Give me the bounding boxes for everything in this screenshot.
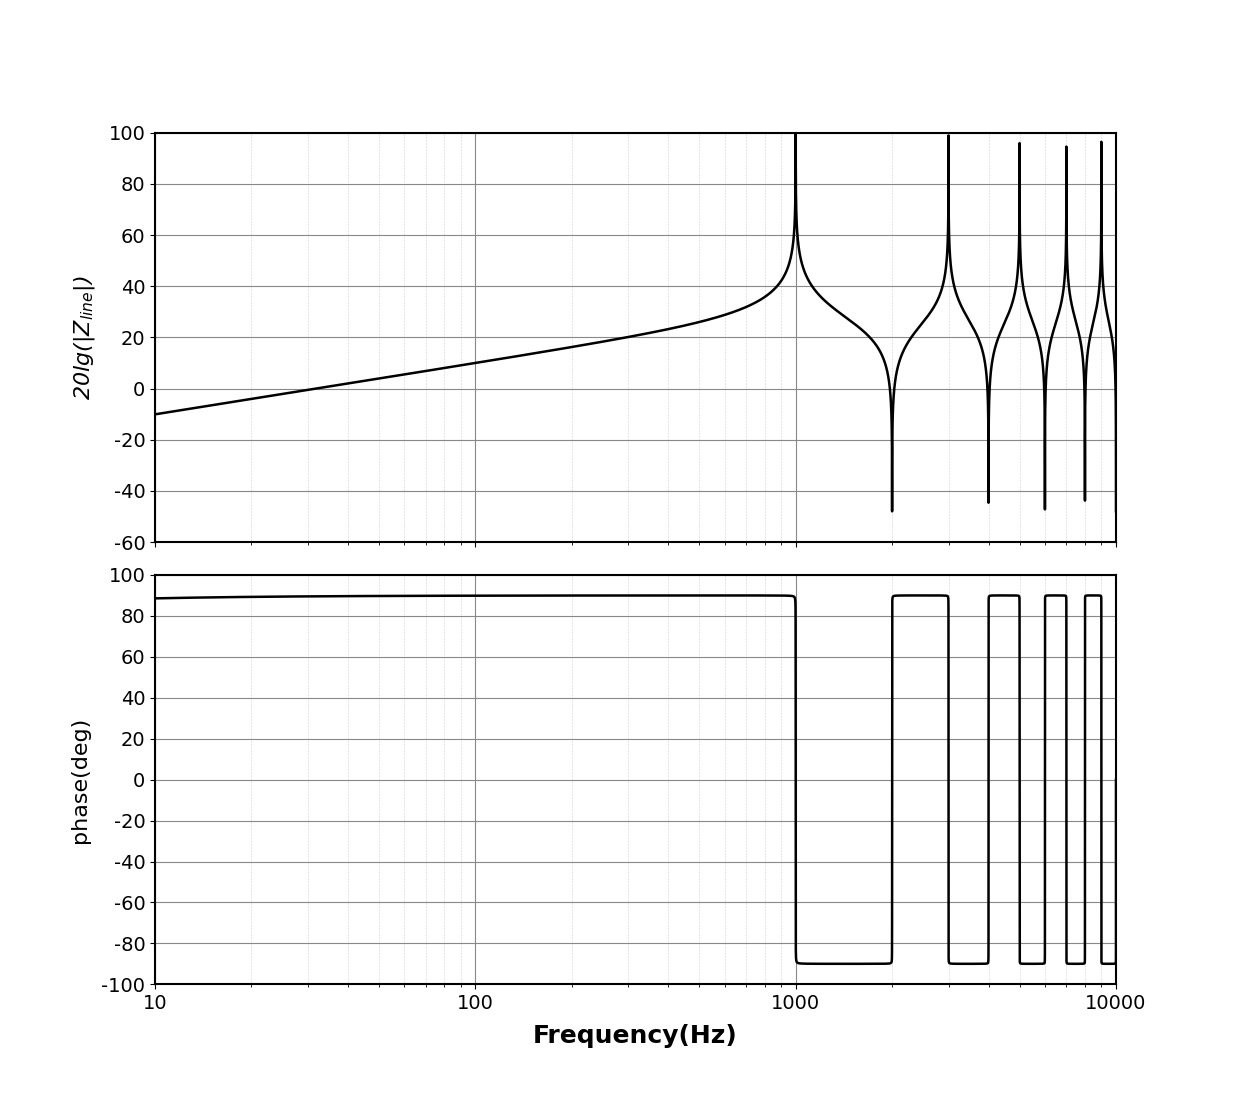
X-axis label: Frequency(Hz): Frequency(Hz): [533, 1024, 738, 1048]
Y-axis label: phase(deg): phase(deg): [71, 717, 91, 843]
Y-axis label: 20lg(|$Z_{line}$|): 20lg(|$Z_{line}$|): [72, 275, 97, 399]
